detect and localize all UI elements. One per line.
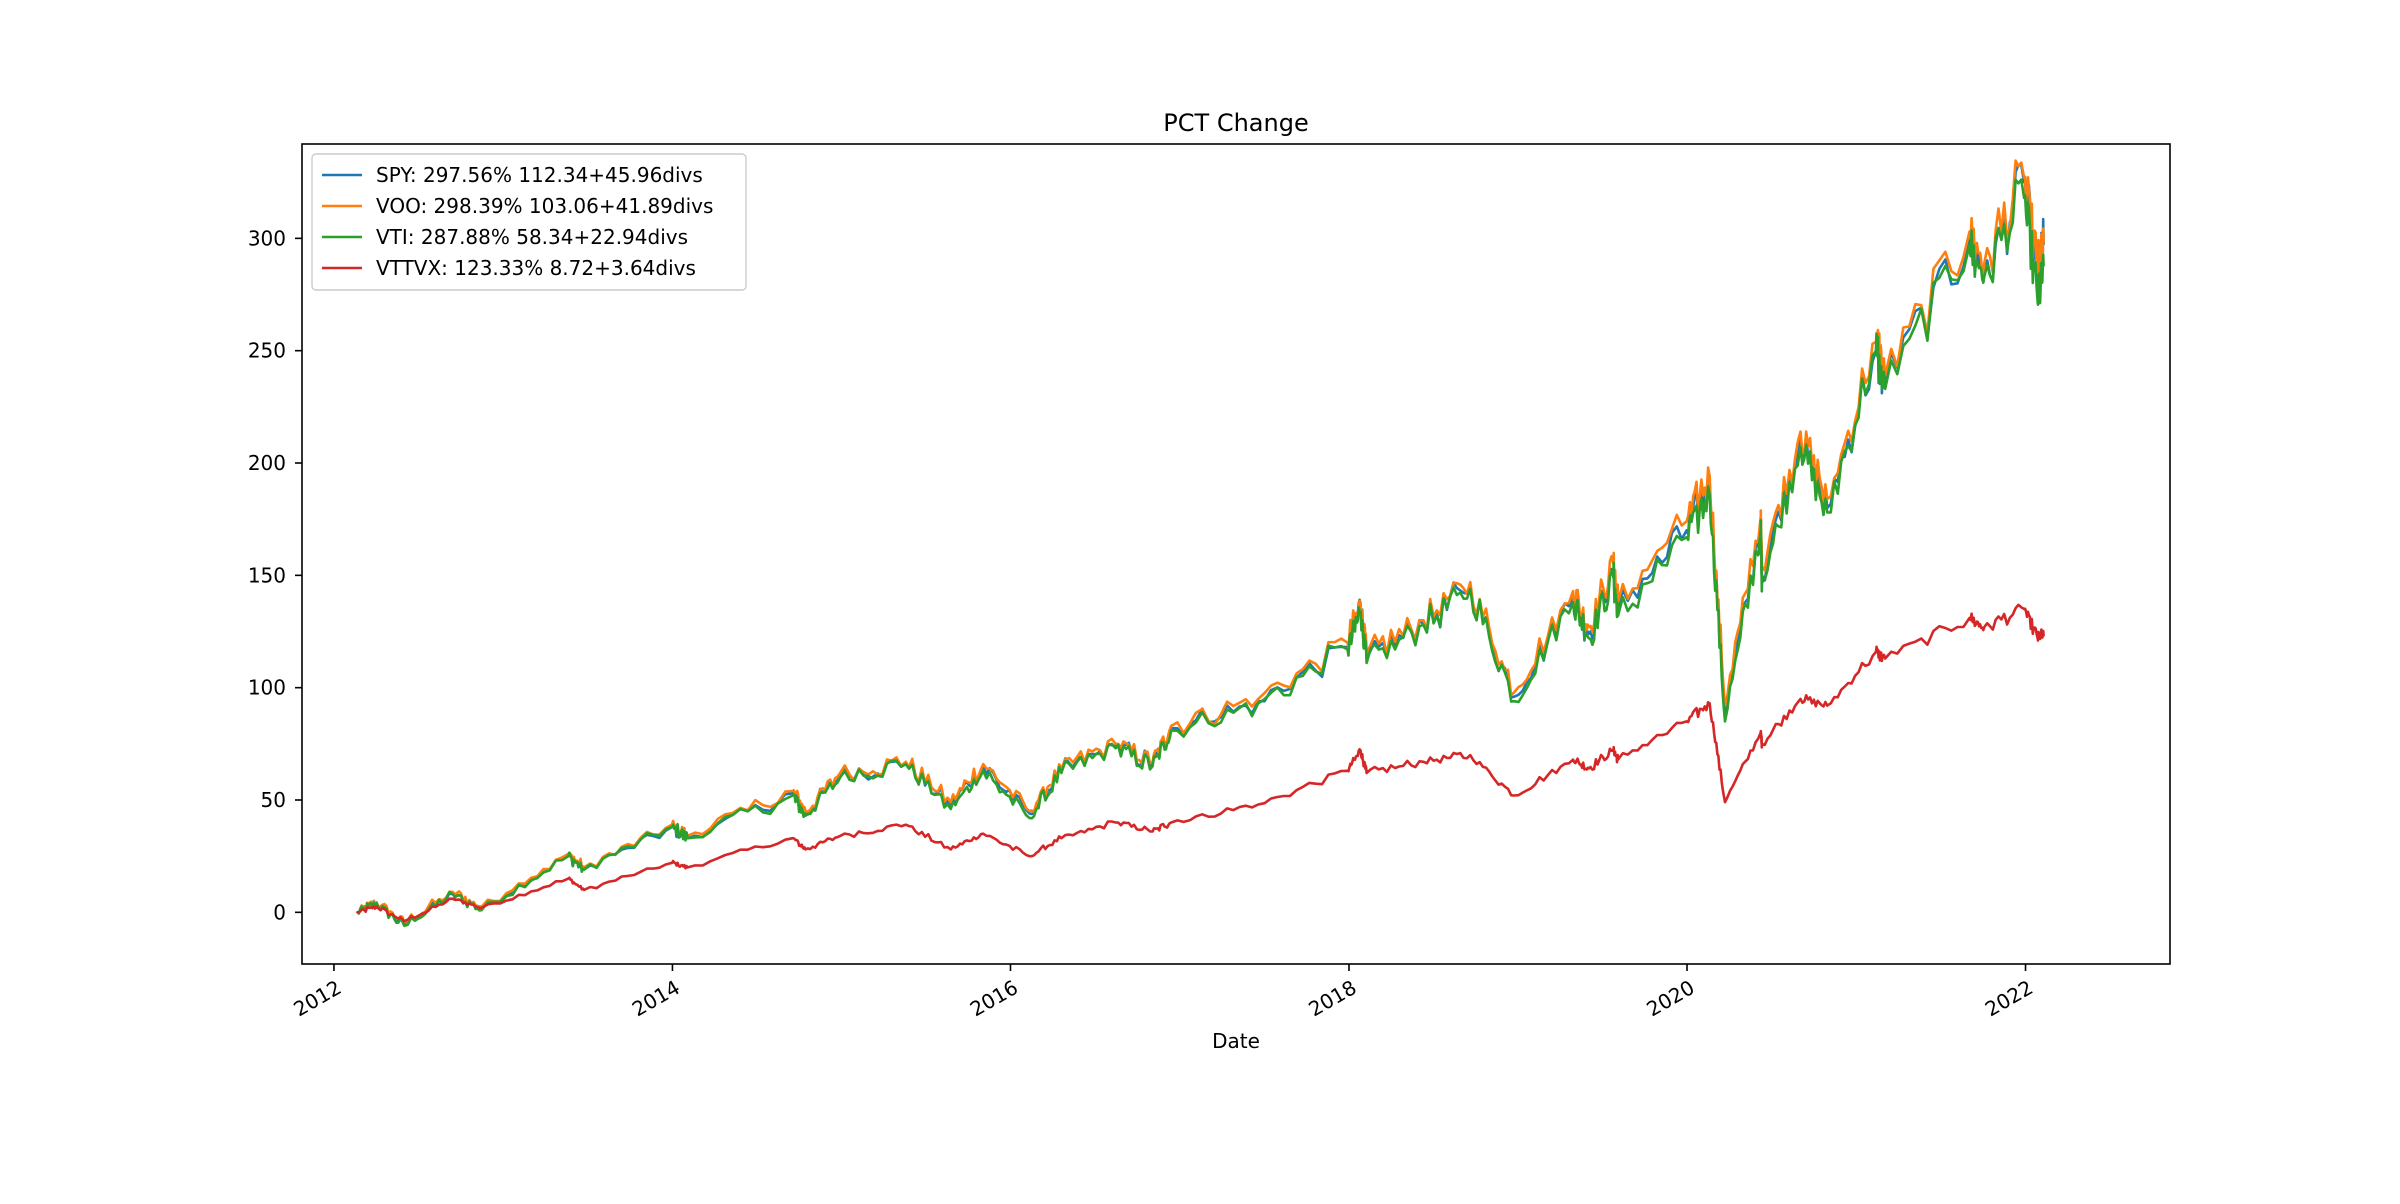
legend-box — [311, 153, 747, 291]
plot-area — [356, 159, 2045, 928]
plot-frame — [301, 143, 2171, 965]
legend: SPY: 297.56% 112.34+45.96divs VOO: 298.39… — [311, 153, 747, 291]
y-tick-label: 250 — [248, 339, 286, 363]
series-line-vttvx — [356, 603, 2045, 923]
legend-label: SPY: 297.56% 112.34+45.96divs — [376, 163, 703, 187]
chart-title: PCT Change — [1163, 109, 1308, 137]
y-tick-label: 0 — [273, 900, 286, 924]
y-tick-label: 300 — [248, 226, 286, 250]
y-tick-label: 100 — [248, 676, 286, 700]
y-tick-label: 150 — [248, 563, 286, 587]
legend-label: VTI: 287.88% 58.34+22.94divs — [376, 225, 688, 249]
legend-label: VTTVX: 123.33% 8.72+3.64divs — [376, 256, 696, 280]
y-tick-label: 50 — [261, 788, 286, 812]
series-line-vti — [356, 178, 2045, 928]
x-axis-label: Date — [1212, 1029, 1260, 1053]
legend-label: VOO: 298.39% 103.06+41.89divs — [376, 194, 713, 218]
y-tick-label: 200 — [248, 451, 286, 475]
